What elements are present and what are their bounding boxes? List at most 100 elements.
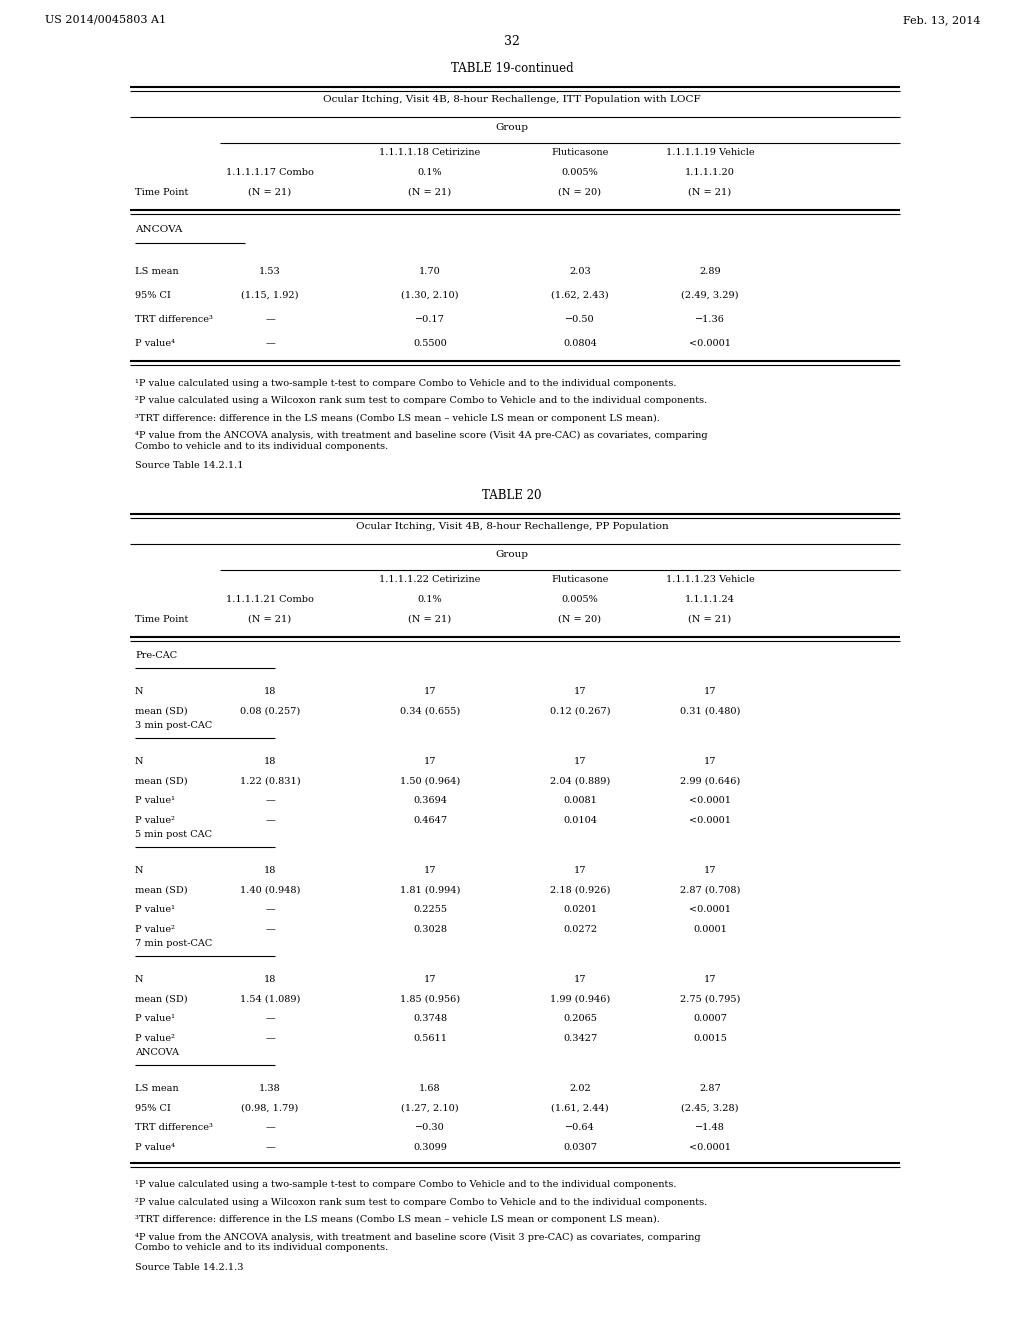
Text: 1.1.1.1.22 Cetirizine: 1.1.1.1.22 Cetirizine [379, 574, 480, 583]
Text: 0.2255: 0.2255 [413, 906, 447, 915]
Text: 17: 17 [424, 688, 436, 696]
Text: Group: Group [496, 549, 528, 558]
Text: —: — [265, 1123, 274, 1133]
Text: −0.50: −0.50 [565, 315, 595, 323]
Text: —: — [265, 1034, 274, 1043]
Text: LS mean: LS mean [135, 1084, 178, 1093]
Text: 0.3427: 0.3427 [563, 1034, 597, 1043]
Text: mean (SD): mean (SD) [135, 706, 187, 715]
Text: (N = 21): (N = 21) [249, 187, 292, 197]
Text: 1.1.1.1.17 Combo: 1.1.1.1.17 Combo [226, 168, 314, 177]
Text: 0.005%: 0.005% [561, 168, 598, 177]
Text: 0.0015: 0.0015 [693, 1034, 727, 1043]
Text: 17: 17 [424, 758, 436, 766]
Text: mean (SD): mean (SD) [135, 995, 187, 1003]
Text: —: — [265, 816, 274, 825]
Text: ²P value calculated using a Wilcoxon rank sum test to compare Combo to Vehicle a: ²P value calculated using a Wilcoxon ran… [135, 396, 708, 405]
Text: 1.1.1.1.24: 1.1.1.1.24 [685, 595, 735, 603]
Text: 1.99 (0.946): 1.99 (0.946) [550, 995, 610, 1003]
Text: N: N [135, 975, 143, 985]
Text: (1.27, 2.10): (1.27, 2.10) [401, 1104, 459, 1113]
Text: (1.62, 2.43): (1.62, 2.43) [551, 290, 609, 300]
Text: 2.75 (0.795): 2.75 (0.795) [680, 995, 740, 1003]
Text: 0.0104: 0.0104 [563, 816, 597, 825]
Text: (N = 21): (N = 21) [249, 615, 292, 624]
Text: 95% CI: 95% CI [135, 290, 171, 300]
Text: Fluticasone: Fluticasone [551, 148, 608, 157]
Text: P value²: P value² [135, 816, 175, 825]
Text: Time Point: Time Point [135, 187, 188, 197]
Text: (N = 21): (N = 21) [409, 187, 452, 197]
Text: 17: 17 [424, 866, 436, 875]
Text: <0.0001: <0.0001 [689, 339, 731, 348]
Text: 17: 17 [573, 975, 587, 985]
Text: 0.34 (0.655): 0.34 (0.655) [400, 706, 460, 715]
Text: 17: 17 [573, 758, 587, 766]
Text: 0.0201: 0.0201 [563, 906, 597, 915]
Text: P value⁴: P value⁴ [135, 1143, 175, 1152]
Text: 17: 17 [703, 758, 716, 766]
Text: −0.30: −0.30 [415, 1123, 444, 1133]
Text: 17: 17 [703, 975, 716, 985]
Text: 0.005%: 0.005% [561, 595, 598, 603]
Text: 2.89: 2.89 [699, 267, 721, 276]
Text: 18: 18 [264, 975, 276, 985]
Text: (1.61, 2.44): (1.61, 2.44) [551, 1104, 609, 1113]
Text: 1.1.1.1.18 Cetirizine: 1.1.1.1.18 Cetirizine [379, 148, 480, 157]
Text: 0.0081: 0.0081 [563, 796, 597, 805]
Text: (N = 21): (N = 21) [688, 615, 731, 624]
Text: —: — [265, 925, 274, 933]
Text: —: — [265, 906, 274, 915]
Text: P value²: P value² [135, 1034, 175, 1043]
Text: 2.87: 2.87 [699, 1084, 721, 1093]
Text: ³TRT difference: difference in the LS means (Combo LS mean – vehicle LS mean or : ³TRT difference: difference in the LS me… [135, 1216, 659, 1225]
Text: 0.0007: 0.0007 [693, 1014, 727, 1023]
Text: 0.5611: 0.5611 [413, 1034, 447, 1043]
Text: 7 min post-CAC: 7 min post-CAC [135, 939, 212, 948]
Text: 0.08 (0.257): 0.08 (0.257) [240, 706, 300, 715]
Text: mean (SD): mean (SD) [135, 886, 187, 895]
Text: P value¹: P value¹ [135, 796, 175, 805]
Text: 3 min post-CAC: 3 min post-CAC [135, 721, 212, 730]
Text: 1.81 (0.994): 1.81 (0.994) [399, 886, 460, 895]
Text: 5 min post CAC: 5 min post CAC [135, 830, 212, 838]
Text: 17: 17 [424, 975, 436, 985]
Text: Ocular Itching, Visit 4B, 8-hour Rechallenge, PP Population: Ocular Itching, Visit 4B, 8-hour Rechall… [355, 521, 669, 531]
Text: −1.48: −1.48 [695, 1123, 725, 1133]
Text: 1.1.1.1.19 Vehicle: 1.1.1.1.19 Vehicle [666, 148, 755, 157]
Text: P value¹: P value¹ [135, 906, 175, 915]
Text: 1.38: 1.38 [259, 1084, 281, 1093]
Text: —: — [265, 315, 274, 323]
Text: —: — [265, 339, 274, 348]
Text: 0.0804: 0.0804 [563, 339, 597, 348]
Text: 1.1.1.1.23 Vehicle: 1.1.1.1.23 Vehicle [666, 574, 755, 583]
Text: 0.0272: 0.0272 [563, 925, 597, 933]
Text: Feb. 13, 2014: Feb. 13, 2014 [902, 15, 980, 25]
Text: 95% CI: 95% CI [135, 1104, 171, 1113]
Text: (1.15, 1.92): (1.15, 1.92) [242, 290, 299, 300]
Text: TABLE 19-continued: TABLE 19-continued [451, 62, 573, 75]
Text: TRT difference³: TRT difference³ [135, 1123, 213, 1133]
Text: N: N [135, 866, 143, 875]
Text: 1.50 (0.964): 1.50 (0.964) [400, 776, 460, 785]
Text: Group: Group [496, 123, 528, 132]
Text: 1.85 (0.956): 1.85 (0.956) [400, 995, 460, 1003]
Text: 1.68: 1.68 [419, 1084, 440, 1093]
Text: P value⁴: P value⁴ [135, 339, 175, 348]
Text: 0.3694: 0.3694 [413, 796, 447, 805]
Text: 1.1.1.1.20: 1.1.1.1.20 [685, 168, 735, 177]
Text: (2.49, 3.29): (2.49, 3.29) [681, 290, 738, 300]
Text: ⁴P value from the ANCOVA analysis, with treatment and baseline score (Visit 4A p: ⁴P value from the ANCOVA analysis, with … [135, 432, 708, 450]
Text: US 2014/0045803 A1: US 2014/0045803 A1 [45, 15, 166, 25]
Text: 2.18 (0.926): 2.18 (0.926) [550, 886, 610, 895]
Text: 0.0001: 0.0001 [693, 925, 727, 933]
Text: 0.1%: 0.1% [418, 168, 442, 177]
Text: (0.98, 1.79): (0.98, 1.79) [242, 1104, 299, 1113]
Text: <0.0001: <0.0001 [689, 1143, 731, 1152]
Text: 2.87 (0.708): 2.87 (0.708) [680, 886, 740, 895]
Text: (N = 20): (N = 20) [558, 187, 601, 197]
Text: ANCOVA: ANCOVA [135, 224, 182, 234]
Text: Ocular Itching, Visit 4B, 8-hour Rechallenge, ITT Population with LOCF: Ocular Itching, Visit 4B, 8-hour Rechall… [324, 95, 700, 104]
Text: ²P value calculated using a Wilcoxon rank sum test to compare Combo to Vehicle a: ²P value calculated using a Wilcoxon ran… [135, 1197, 708, 1206]
Text: −0.64: −0.64 [565, 1123, 595, 1133]
